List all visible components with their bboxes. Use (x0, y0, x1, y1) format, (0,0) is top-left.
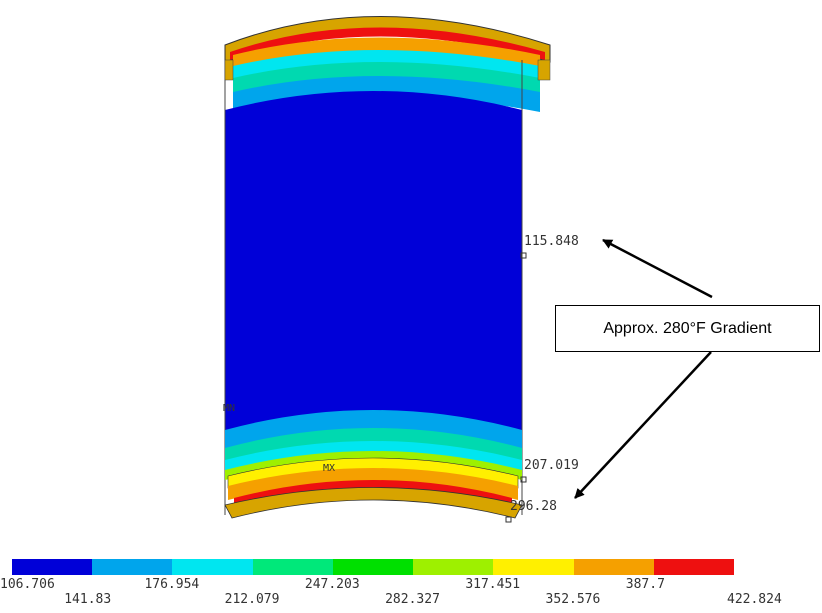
legend-label-0: 106.706 (0, 577, 55, 592)
legend-label-1: 141.83 (64, 592, 112, 607)
shell-body (224, 59, 551, 515)
legend-color-4 (332, 559, 414, 575)
legend-color-2 (172, 559, 253, 575)
min-marker-label: MN (223, 403, 235, 414)
legend-label-6: 317.451 (465, 577, 521, 592)
arrow-to-bottom-probe (574, 351, 712, 499)
legend-label-7: 352.576 (545, 592, 601, 607)
legend-label-4: 247.203 (304, 577, 360, 592)
legend-color-5 (413, 559, 494, 575)
color-legend-bar (12, 559, 734, 575)
probe-label-top: 115.848 (524, 234, 579, 249)
legend-color-1 (92, 559, 173, 575)
legend-label-3: 212.079 (224, 592, 280, 607)
legend-color-0 (12, 559, 93, 575)
top-rim (224, 16, 551, 112)
legend-label-8: 387.7 (625, 577, 665, 592)
legend-color-7 (573, 559, 654, 575)
gradient-callout: Approx. 280°F Gradient (555, 305, 820, 352)
probe-marker-top (520, 252, 527, 259)
arrow-to-top-probe (602, 238, 713, 299)
legend-label-9: 422.824 (727, 592, 782, 607)
probe-label-mid: 207.019 (524, 458, 579, 473)
probe-label-bottom: 296.28 (510, 499, 557, 514)
legend-color-3 (252, 559, 333, 575)
probe-marker-mid (520, 476, 527, 483)
legend-color-8 (653, 559, 734, 575)
bottom-bands (224, 410, 523, 519)
legend-label-2: 176.954 (144, 577, 200, 592)
probe-marker-bottom (505, 516, 512, 523)
legend-label-5: 282.327 (385, 592, 440, 607)
legend-color-6 (493, 559, 574, 575)
max-marker-label: MX (323, 463, 335, 474)
